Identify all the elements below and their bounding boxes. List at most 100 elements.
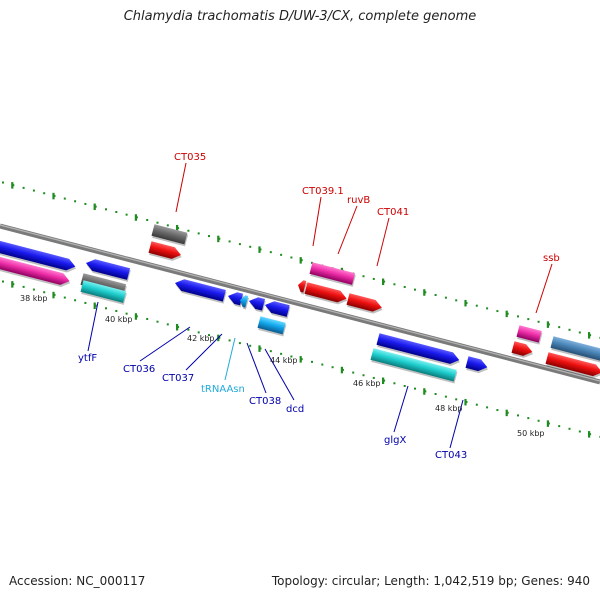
feature-blue-2-body <box>86 259 131 280</box>
feature-pink-1-body <box>0 256 70 285</box>
gene-label-dcd: dcd <box>286 404 304 415</box>
feature-blue-dcd-body <box>265 301 290 317</box>
outer-track-dot <box>105 208 107 211</box>
inner-track-major-tick <box>299 356 302 363</box>
inner-track-major-tick <box>93 302 96 310</box>
feature-blue-ct037 <box>228 292 244 308</box>
feature-red-ct041-body <box>346 293 382 312</box>
feature-pink-1 <box>0 256 71 287</box>
callout-lines <box>87 162 553 449</box>
outer-track-dot <box>496 310 499 313</box>
inner-track-dot <box>434 392 437 395</box>
scale-label-38kbp: 38 kbp <box>20 294 48 303</box>
callout-line-dcd <box>264 348 295 401</box>
feature-blue-1-body <box>0 240 76 271</box>
feature-cyan-1-body <box>80 280 127 303</box>
inner-track-dot <box>208 334 210 337</box>
feature-blue-1 <box>0 240 77 273</box>
inner-track-dot <box>475 403 478 406</box>
outer-track-major-tick <box>464 299 467 307</box>
gene-label-ct037: CT037 <box>162 373 194 384</box>
inner-track-dot <box>238 342 241 345</box>
outer-track-dot <box>208 235 210 238</box>
inner-track-dot <box>486 406 489 409</box>
inner-track-dot <box>2 280 4 283</box>
inner-track-major-tick <box>52 291 55 299</box>
inner-track-dot <box>403 384 406 387</box>
feature-red-ruvb-body <box>304 282 347 303</box>
map-title: Chlamydia trachomatis D/UW-3/CX, complet… <box>123 9 477 24</box>
inner-track-dot <box>146 318 149 321</box>
outer-track-major-tick <box>11 182 14 189</box>
outer-track-major-tick <box>93 203 96 211</box>
inner-track-dot <box>527 417 530 420</box>
outer-track-dot <box>156 221 159 224</box>
inner-track-dot <box>228 339 231 342</box>
inner-track-dot <box>558 425 561 428</box>
outer-track-major-tick <box>176 224 179 232</box>
outer-track-major-tick <box>299 257 302 264</box>
inner-track-major-tick <box>505 409 508 417</box>
scale-label-48kbp: 48 kbp <box>435 404 463 413</box>
gene-label-ct039-1: CT039.1 <box>302 186 344 197</box>
feature-cyan-1 <box>80 280 127 305</box>
inner-track-dot <box>63 296 66 299</box>
feature-sky-1-body <box>257 316 286 335</box>
gene-label-ytff: ytfF <box>78 353 97 364</box>
inner-track-dot <box>414 387 416 390</box>
inner-track-dot <box>269 350 272 353</box>
feature-blue-glgx-body <box>376 333 460 364</box>
outer-track-major-tick <box>546 321 549 328</box>
feature-blue-3-body <box>465 356 488 372</box>
callout-line-ct037 <box>185 333 223 371</box>
inner-track-dot <box>166 323 169 326</box>
outer-tick-track <box>2 181 600 339</box>
inner-track-dot <box>22 285 25 288</box>
callout-line-ytff <box>87 301 99 352</box>
callout-line-ct039-1 <box>312 196 322 247</box>
gene-features <box>0 224 600 384</box>
outer-track-dot <box>74 200 77 203</box>
inner-track-dot <box>290 355 293 358</box>
gene-label-ct041: CT041 <box>377 207 409 218</box>
outer-track-major-tick <box>382 278 385 286</box>
feature-red-ct035-body <box>148 241 181 259</box>
outer-track-dot <box>517 315 519 318</box>
outer-track-dot <box>558 326 561 329</box>
feature-red-small <box>298 280 307 295</box>
outer-track-dot <box>84 202 87 205</box>
feature-steel-1-body <box>550 336 600 361</box>
feature-blue-dcd <box>265 301 291 319</box>
outer-track-dot <box>455 299 458 302</box>
outer-track-dot <box>146 219 149 222</box>
outer-track-major-tick <box>134 214 137 221</box>
outer-track-dot <box>537 320 540 323</box>
inner-track-major-tick <box>423 388 426 395</box>
gene-label-ct035: CT035 <box>174 152 206 163</box>
feature-red-3 <box>545 352 600 379</box>
outer-track-dot <box>197 232 200 235</box>
outer-track-dot <box>444 296 447 299</box>
genome-backbone-highlight <box>0 224 600 382</box>
outer-track-dot <box>434 293 437 296</box>
inner-track-major-tick <box>464 398 467 406</box>
outer-track-major-tick <box>423 289 426 296</box>
callout-line-trnaasn <box>224 337 236 381</box>
outer-track-dot <box>372 277 375 280</box>
outer-track-dot <box>568 328 571 331</box>
outer-track-dot <box>166 224 169 227</box>
inner-track-dot <box>362 374 365 377</box>
feature-pink-ssb <box>516 325 543 345</box>
gene-label-ct043: CT043 <box>435 450 467 461</box>
feature-red-3-body <box>545 352 600 377</box>
inner-track-major-tick <box>258 345 261 352</box>
feature-pink-ssb-body <box>516 325 542 343</box>
inner-track-dot <box>74 299 77 302</box>
inner-track-dot <box>496 409 499 412</box>
genome-summary-text: Topology: circular; Length: 1,042,519 bp… <box>271 574 590 588</box>
outer-track-dot <box>578 331 581 334</box>
inner-track-major-tick <box>11 281 14 288</box>
feature-blue-3 <box>465 356 489 374</box>
gene-label-ct036: CT036 <box>123 364 155 375</box>
outer-track-dot <box>362 275 365 278</box>
